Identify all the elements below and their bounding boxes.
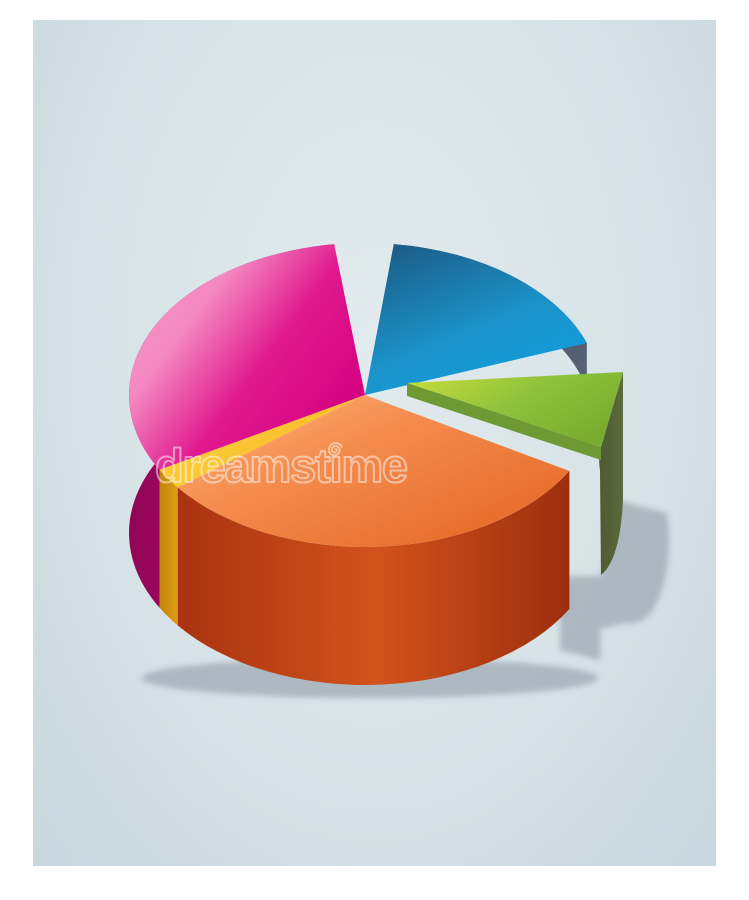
svg-text:dreamstıme: dreamstıme xyxy=(155,439,407,492)
